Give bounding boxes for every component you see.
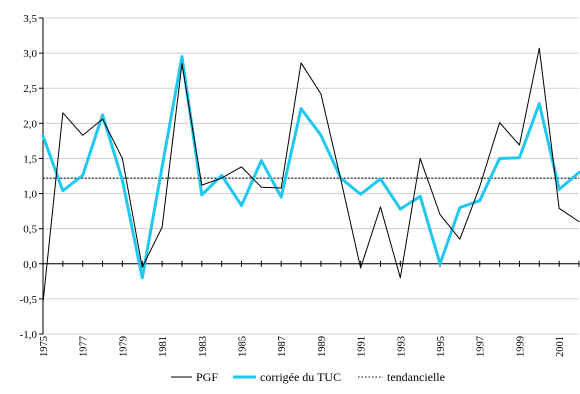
x-tick-label: 1985 (238, 336, 249, 357)
x-tick-label: 1999 (515, 336, 526, 357)
x-tick-label: 1987 (277, 336, 288, 357)
y-axis-ticks: 3,5 3,0 2,5 2,0 1,5 1,0 0,5 0,0 -0,5 -1,0 (20, 13, 43, 341)
legend-label-3: tendancielle (387, 370, 445, 384)
x-tick-label: 2001 (555, 336, 566, 357)
x-tick-label: 1981 (158, 336, 169, 357)
x-tick-label: 1979 (118, 336, 129, 357)
x-tick-label: 1995 (436, 336, 447, 357)
y-tick-label: 1,5 (23, 153, 37, 165)
y-tick-label: 2,0 (23, 118, 37, 130)
legend-label-1: PGF (196, 370, 218, 384)
x-tick-label: 1977 (79, 336, 90, 357)
series-line-1 (42, 47, 580, 303)
x-tick-label: 1991 (357, 336, 368, 357)
y-tick-label: 3,0 (23, 48, 37, 60)
y-tick-label: 0,0 (23, 259, 37, 271)
x-axis-ticks: 1975 1977 1979 1981 1983 1985 1987 1989 1991 1993… (39, 260, 580, 357)
x-tick-label: 1997 (476, 336, 487, 357)
legend: PGF corrigée du TUC tendancielle (171, 370, 445, 384)
y-tick-label: -0,5 (20, 294, 38, 306)
gridlines (43, 17, 579, 335)
x-tick-label: 1989 (317, 336, 328, 357)
axes (42, 18, 579, 334)
y-tick-label: 1,0 (23, 189, 37, 201)
x-tick-label: 1975 (39, 336, 50, 357)
y-tick-label: 2,5 (23, 83, 37, 95)
y-tick-label: 0,5 (23, 224, 37, 236)
y-tick-label: 3,5 (23, 13, 37, 25)
x-tick-label: 1993 (396, 336, 407, 357)
y-tick-label: -1,0 (20, 329, 38, 341)
legend-label-2: corrigée du TUC (260, 370, 341, 384)
x-tick-label: 1983 (198, 336, 209, 357)
series-line-2 (41, 55, 580, 280)
series-layer (41, 47, 580, 303)
